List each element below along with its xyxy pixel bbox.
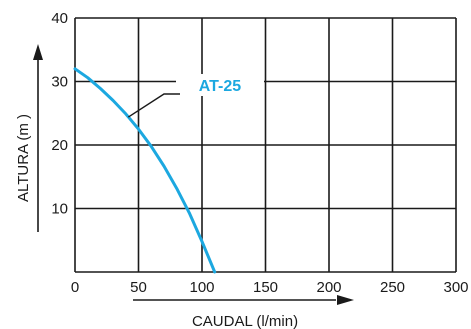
x-tick-200: 200 — [316, 279, 341, 296]
grid — [74, 17, 457, 273]
series-leader-line-0 — [127, 93, 180, 118]
x-tick-100: 100 — [189, 279, 214, 296]
y-tick-30: 30 — [51, 74, 68, 91]
x-tick-250: 250 — [380, 279, 405, 296]
y-axis-arrow-head — [33, 44, 43, 60]
x-tick-50: 50 — [130, 279, 147, 296]
y-tick-40: 40 — [51, 10, 68, 27]
axis-arrows — [33, 44, 354, 305]
x-axis-title: CAUDAL (l/min) — [192, 313, 298, 329]
tick-labels: 0 50 100 150 200 250 300 10 20 30 40 — [51, 10, 468, 296]
series-line-0 — [73, 67, 217, 274]
x-tick-0: 0 — [71, 279, 79, 296]
series-label-bg-0 — [176, 74, 264, 96]
x-tick-300: 300 — [443, 279, 468, 296]
series-label-0: AT-25 — [199, 78, 241, 95]
x-tick-150: 150 — [253, 279, 278, 296]
series: AT-25 — [73, 67, 264, 274]
x-axis-arrow-head — [337, 295, 354, 305]
y-tick-20: 20 — [51, 137, 68, 154]
y-tick-10: 10 — [51, 201, 68, 218]
y-axis-title: ALTURA (m ) — [15, 114, 32, 202]
